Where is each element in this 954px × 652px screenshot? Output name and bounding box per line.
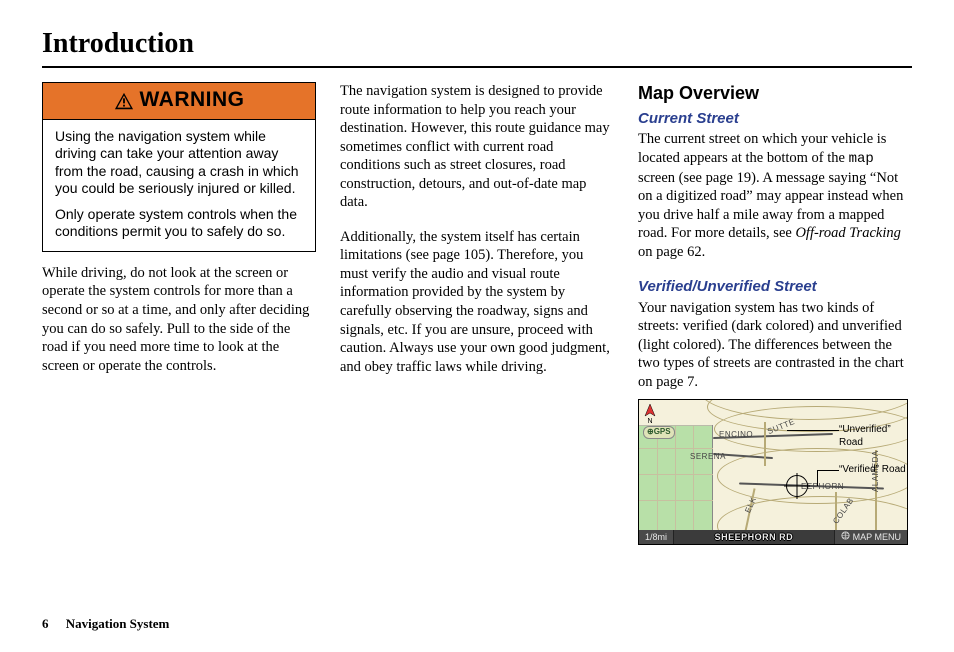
col3-p2: Your navigation system has two kinds of … (638, 299, 912, 392)
grid-line (693, 426, 694, 530)
gps-label: GPS (654, 427, 671, 436)
verified-unverified-subhead: Verified/Unverified Street (638, 277, 912, 296)
map-scale: 1/8mi (639, 530, 674, 544)
label-verified: “Verified” Road (839, 464, 906, 477)
grid-line (639, 474, 713, 475)
page-number: 6 (42, 616, 49, 631)
col2-p1: The navigation system is designed to pro… (340, 82, 614, 212)
warning-p2: Only operate system controls when the co… (55, 206, 303, 241)
callout-line (817, 470, 839, 471)
content-columns: WARNING Using the navigation system whil… (42, 82, 912, 545)
current-street-subhead: Current Street (638, 109, 912, 128)
warning-triangle-icon (114, 91, 134, 109)
map-green-area (639, 425, 713, 530)
grid-line (675, 426, 676, 530)
warning-label: WARNING (140, 87, 245, 114)
page-footer: 6 Navigation System (42, 616, 169, 632)
compass-n: N (647, 418, 652, 424)
col1-p1: While driving, do not look at the screen… (42, 264, 316, 375)
map-overview-heading: Map Overview (638, 82, 912, 105)
callout-line (787, 430, 839, 431)
col3-p1-mono: map (849, 151, 874, 167)
map-text-encino: ENCINO (719, 430, 753, 440)
map-current-street: SHEEPHORN RD (674, 532, 834, 544)
grid-line (657, 426, 658, 530)
grid-line (639, 448, 713, 449)
map-figure: N ⊕GPS ENCINO SUTTE SERENA ELK EEPHORN (638, 399, 908, 545)
col3-p1c: on page 62. (638, 244, 705, 260)
footer-section: Navigation System (66, 616, 170, 631)
col2-p2: Additionally, the system itself has cert… (340, 228, 614, 376)
map-text-serena: SERENA (690, 452, 726, 462)
compass-icon: N (641, 402, 659, 424)
col3-p1: The current street on which your vehicle… (638, 130, 912, 261)
globe-icon (841, 531, 850, 544)
title-rule (42, 66, 912, 68)
column-1: WARNING Using the navigation system whil… (42, 82, 316, 545)
warning-box: WARNING Using the navigation system whil… (42, 82, 316, 252)
warning-p1: Using the navigation system while drivin… (55, 128, 303, 198)
column-3: Map Overview Current Street The current … (638, 82, 912, 545)
map-bottom-bar: 1/8mi SHEEPHORN RD MAP MENU (639, 530, 907, 544)
grid-line (639, 500, 713, 501)
warning-header: WARNING (43, 83, 315, 120)
map-menu-label: MAP MENU (853, 532, 901, 544)
label-unverified: “Unverified” Road (839, 424, 907, 450)
col3-p1-ital: Off-road Tracking (795, 225, 900, 241)
gps-badge: ⊕GPS (643, 426, 675, 438)
page-title: Introduction (42, 28, 912, 60)
warning-body: Using the navigation system while drivin… (43, 120, 315, 251)
column-2: The navigation system is designed to pro… (340, 82, 614, 545)
map-menu-button[interactable]: MAP MENU (834, 530, 907, 544)
callout-line (817, 470, 818, 486)
